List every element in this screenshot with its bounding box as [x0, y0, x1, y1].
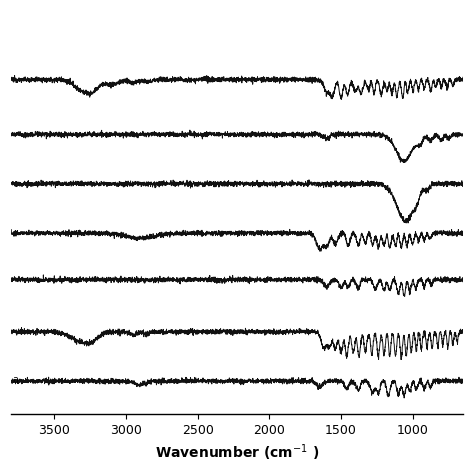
Text: a: a	[12, 375, 18, 385]
X-axis label: Wavenumber (cm$^{-1}$ ): Wavenumber (cm$^{-1}$ )	[155, 442, 319, 463]
